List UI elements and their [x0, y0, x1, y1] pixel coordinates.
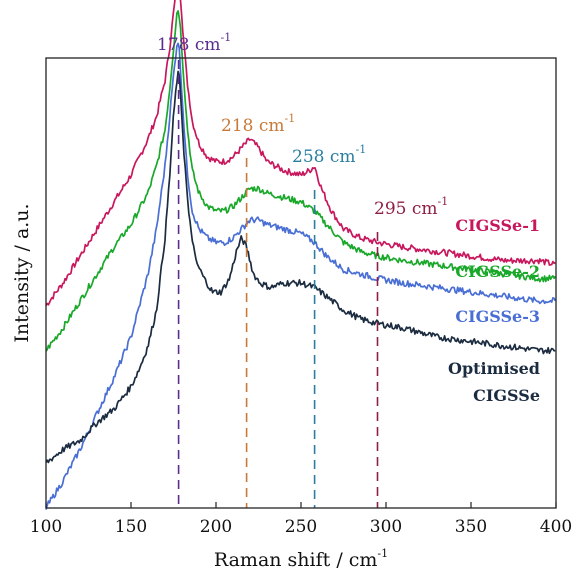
x-tick-label: 400 [540, 517, 572, 537]
x-tick-label: 300 [370, 517, 402, 537]
series-line-4 [45, 70, 556, 464]
x-tick-label: 350 [455, 517, 487, 537]
plot-lines [45, 0, 557, 510]
x-tick-label: 250 [285, 517, 317, 537]
series-label-2: CIGSSe-2 [455, 262, 540, 281]
peak-label-258: 258 cm-1 [292, 143, 366, 167]
series-label-4: Optimised [448, 359, 540, 378]
x-tick-label: 200 [200, 517, 232, 537]
peak-markers: 178 cm-1 218 cm-1 258 cm-1 295 cm-1 [157, 31, 448, 508]
series-label-1: CIGSSe-1 [455, 216, 540, 235]
peak-label-218: 218 cm-1 [221, 112, 295, 136]
y-axis-title: Intensity / a.u. [11, 203, 33, 342]
x-tick-label: 100 [30, 517, 62, 537]
series-line-1 [45, 0, 556, 307]
x-tick-label: 150 [115, 517, 147, 537]
peak-label-295: 295 cm-1 [374, 195, 448, 219]
x-ticks: 100 150 200 250 300 350 400 [30, 502, 572, 537]
peak-label-178: 178 cm-1 [157, 31, 231, 55]
x-axis-title: Raman shift / cm-1 [214, 547, 388, 571]
series-labels: CIGSSe-1 CIGSSe-2 CIGSSe-3 Optimised CIGSSe [448, 216, 540, 405]
series-label-4: CIGSSe [473, 386, 540, 405]
series-line-3 [45, 42, 557, 510]
series-line-2 [45, 10, 557, 352]
series-label-3: CIGSSe-3 [455, 307, 540, 326]
